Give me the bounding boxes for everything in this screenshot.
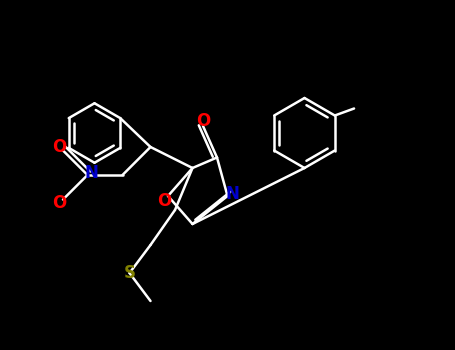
Text: O: O (196, 112, 210, 130)
Text: O: O (52, 194, 66, 212)
Text: N: N (84, 164, 98, 182)
Text: N: N (226, 185, 240, 203)
Text: O: O (157, 192, 172, 210)
Text: O: O (52, 138, 66, 156)
Text: S: S (123, 264, 136, 282)
